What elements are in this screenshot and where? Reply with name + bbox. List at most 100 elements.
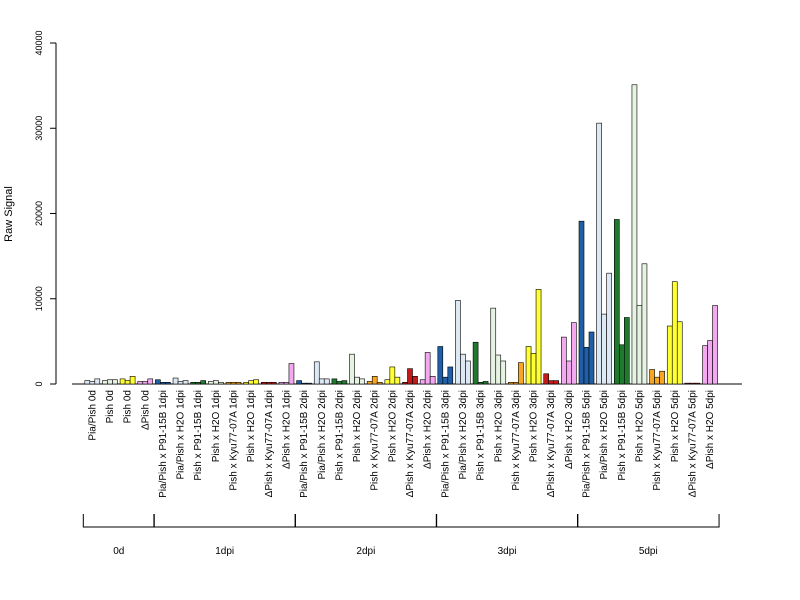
bar [442,376,449,385]
bar [447,366,454,385]
bar [513,381,519,385]
bar [235,381,242,385]
bar [200,380,206,385]
bar [394,376,401,385]
x-tick-label: Pish x H2O 3dpi [493,390,504,462]
bar [218,381,224,385]
bar [102,380,108,385]
bar [265,381,272,385]
group-brackets: 0d 1dpi 2dpi 3dpi 5dpi [82,514,720,557]
bar [230,381,237,385]
bar [296,380,302,385]
bar [671,281,678,385]
bar [666,325,673,385]
bar [172,377,179,385]
bar [213,380,219,385]
bar [676,321,683,385]
bar [631,84,638,385]
bar [613,219,620,385]
bar [301,382,307,385]
bar [137,381,144,385]
group-label: 5dpi [639,546,658,557]
bar [336,381,343,385]
bar [366,381,373,385]
bar [371,376,378,385]
group-bracket [294,514,438,528]
group-label: 1dpi [215,546,234,557]
bar [412,376,418,385]
x-tick-label: Pish x P91-15B 2dpi [334,390,345,481]
x-tick-labels: Pia/Pish 0d Pish 0d Pish 0d ΔPish 0d Pia/Pis… [87,390,716,498]
bar [429,376,436,385]
bar [566,360,572,385]
bar [160,381,166,385]
bar [654,376,660,385]
y-tick-label: 0 [34,381,44,386]
bar [112,379,118,385]
x-tick-label: Pia/Pish x H2O 3dpi [458,390,469,480]
group-bracket [153,514,296,528]
y-axis-label: Raw Signal [3,186,15,242]
bar [571,322,577,385]
bar [419,379,426,385]
group-label: 2dpi [356,546,375,557]
x-tick-label: Pish x P91-15B 1dpi [193,390,204,481]
bar [455,300,461,385]
x-tick-label: Pish x H2O 1dpi [246,390,257,462]
x-tick-label: Pia/Pish x P91-15B 3dpi [440,390,451,498]
bar [490,307,497,385]
x-tick-label: Pish x H2O 2dpi [387,390,398,462]
bar [124,380,131,385]
x-tick-label: Pish 0d [105,390,116,423]
bar [500,360,507,385]
y-axis: 0 10000 20000 30000 40000 [34,30,57,387]
x-tick-label: ΔPish x Kyu77-07A 1dpi [264,390,275,497]
x-tick-label: Pish x H2O 1dpi [211,390,222,462]
group-label: 3dpi [498,546,517,557]
bar [649,369,655,385]
x-tick-label: Pish x P91-15B 5dpi [617,390,628,481]
group-bracket [435,514,579,528]
bar [376,381,383,385]
bar [142,381,149,385]
bar [707,340,713,385]
bar [84,380,91,385]
bar [313,361,320,385]
bar [578,220,585,385]
x-tick-label: ΔPish 0d [140,390,151,430]
bar [495,354,502,385]
bar [402,381,408,385]
x-tick-label: ΔPish x Kyu77-07A 3dpi [546,390,557,497]
bar [606,272,612,385]
x-tick-label: ΔPish x H2O 1dpi [281,390,292,469]
bar [641,263,648,385]
y-tick-label: 40000 [34,30,44,55]
x-tick-label: ΔPish x H2O 2dpi [423,390,434,469]
bar [147,378,154,385]
bar [424,352,431,385]
bar [283,381,290,385]
bar [225,381,232,385]
bar [260,381,267,385]
bar [341,380,348,385]
bar [684,382,691,385]
bar [177,381,184,385]
bar [119,378,126,385]
bar [243,381,249,385]
x-tick-label: Pish x P91-15B 3dpi [476,390,487,481]
bar [508,381,514,385]
bar [543,373,550,385]
bar [623,317,630,385]
bar [561,336,567,385]
x-tick-label: Pish x H2O 5dpi [634,390,645,462]
x-tick-label: Pia/Pish x H2O 5dpi [599,390,610,480]
x-tick-label: Pia/Pish x P91-15B 2dpi [299,390,310,498]
x-tick-label: Pia/Pish x H2O 2dpi [317,390,328,480]
bar [155,379,161,385]
x-tick-label: Pish x H2O 5dpi [670,390,681,462]
bar [530,353,537,385]
bar [601,313,607,385]
bar [331,378,338,385]
bars-layer [84,84,718,385]
x-tick-label: Pish x Kyu77-07A 3dpi [511,390,522,491]
